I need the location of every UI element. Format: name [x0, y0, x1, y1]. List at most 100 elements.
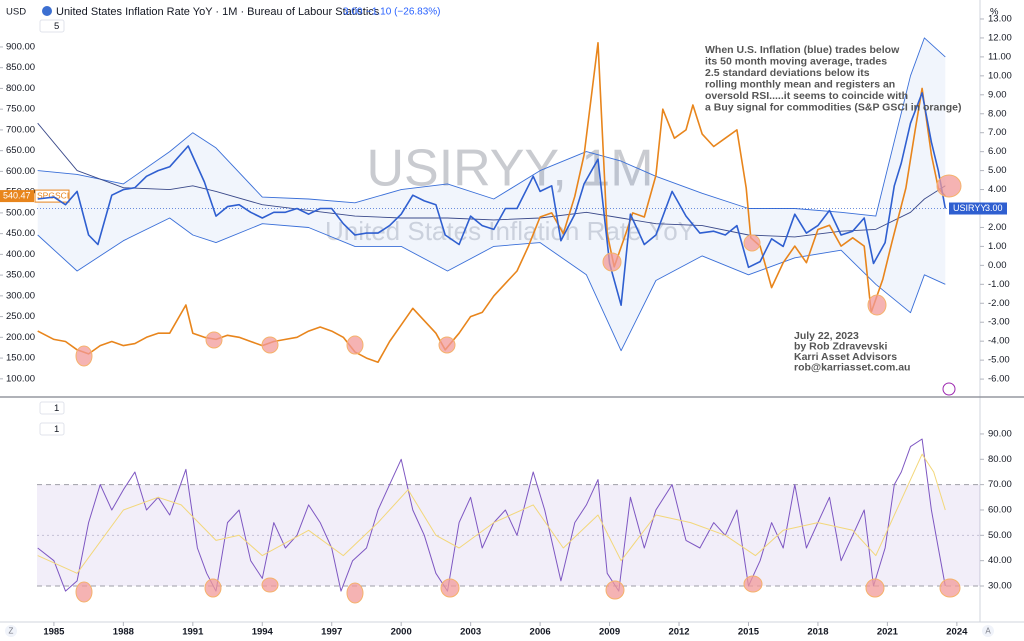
price-label-bg: [0, 190, 34, 203]
y2-tick-label: 10.00: [988, 70, 1012, 81]
y-tick-label: 250.00: [6, 311, 35, 322]
x-tick-label: 2012: [668, 627, 689, 638]
y-tick-label: 900.00: [6, 41, 35, 52]
band-lower: [37, 217, 946, 352]
y-tick-label: 450.00: [6, 228, 35, 239]
y-tick-label: 40.00: [988, 555, 1012, 566]
highlight: [346, 582, 364, 604]
x-tick-label: 1997: [321, 627, 342, 638]
series-name-label: SPGSCI: [37, 190, 69, 200]
annotation-line: rolling monthly mean and registers an: [705, 78, 895, 90]
x-tick-label: 1994: [252, 627, 274, 638]
indicator-box[interactable]: [39, 19, 65, 33]
annotations: When U.S. Inflation (blue) trades belowi…: [705, 44, 962, 374]
highlights: [75, 174, 962, 604]
y-tick-label: 90.00: [988, 428, 1012, 439]
y-tick-label: 300.00: [6, 290, 35, 301]
band-fill: [37, 37, 946, 351]
y2-tick-label: -3.00: [988, 317, 1010, 328]
x-tick-label: 2000: [391, 627, 412, 638]
highlight: [865, 578, 885, 598]
annotation-line: a Buy signal for commodities (S&P GSCI i…: [705, 101, 962, 113]
y2-tick-label: 4.00: [988, 184, 1007, 195]
y-tick-label: 150.00: [6, 353, 35, 364]
price-label: 540.47: [3, 190, 31, 200]
annotation-line: oversold RSI.....it seems to coincide wi…: [705, 90, 908, 102]
chart-title: United States Inflation Rate YoY · 1M · …: [56, 6, 380, 18]
y-tick-label: 200.00: [6, 332, 35, 343]
x-tick-label: 2003: [460, 627, 481, 638]
change: −1.10 (−26.83%): [366, 7, 441, 18]
y2-tick-label: 13.00: [988, 13, 1012, 24]
highlight: [75, 581, 93, 603]
y-tick-label: 750.00: [6, 104, 35, 115]
highlight: [75, 345, 93, 367]
highlight: [936, 174, 962, 198]
x-tick-label: 1988: [113, 627, 134, 638]
price-label: 3.00: [985, 203, 1003, 213]
indicator-box[interactable]: [39, 422, 65, 436]
annotation-line: its 50 month moving average, trades: [705, 55, 887, 67]
highlight: [743, 234, 761, 252]
corner-label: Z: [9, 627, 14, 636]
y-tick-label: 800.00: [6, 83, 35, 94]
indicator-label: 5: [54, 21, 59, 32]
y-tick-label: 80.00: [988, 454, 1012, 465]
note-line: Karri Asset Advisors: [794, 351, 897, 363]
y2-unit: %: [990, 7, 999, 18]
highlight: [743, 575, 763, 593]
y2-tick-label: 2.00: [988, 222, 1007, 233]
x-tick-label: 2018: [807, 627, 828, 638]
indicator-box[interactable]: [39, 401, 65, 415]
x-tick-label: 2015: [738, 627, 760, 638]
series-line: [37, 453, 946, 574]
plot-area: 100.00150.00200.00250.00300.00350.00400.…: [0, 13, 1012, 638]
price-label-bg: [949, 202, 1007, 215]
note-line: by Rob Zdravevski: [794, 340, 887, 352]
y2-tick-label: 0.00: [988, 260, 1007, 271]
band-basis: [37, 122, 946, 238]
note-line: July 22, 2023: [794, 330, 859, 342]
highlight: [605, 580, 625, 600]
y-tick-label: 500.00: [6, 207, 35, 218]
y-tick-label: 100.00: [6, 373, 35, 384]
note-line: rob@karriasset.com.au: [794, 361, 910, 373]
x-tick-label: 1985: [43, 627, 65, 638]
y-tick-label: 650.00: [6, 145, 35, 156]
y2-tick-label: 11.00: [988, 51, 1011, 62]
last-value: 3.00: [343, 7, 363, 18]
y-tick-label: 350.00: [6, 270, 35, 281]
indicator-label: 1: [54, 403, 59, 414]
series-line: [37, 42, 946, 363]
y2-tick-label: -1.00: [988, 279, 1010, 290]
highlight: [204, 578, 222, 598]
y2-tick-label: 1.00: [988, 241, 1007, 252]
y2-tick-label: 8.00: [988, 108, 1007, 119]
highlight: [438, 336, 456, 354]
highlight: [440, 578, 460, 598]
annotation-line: When U.S. Inflation (blue) trades below: [705, 44, 900, 56]
y-tick-label: 60.00: [988, 504, 1012, 515]
y2-tick-label: 6.00: [988, 146, 1007, 157]
band-upper: [37, 37, 946, 217]
highlight: [602, 252, 622, 272]
y-unit: USD: [6, 7, 26, 18]
corner-button[interactable]: [5, 625, 17, 637]
highlight: [205, 331, 223, 349]
flag-icon: [42, 6, 52, 16]
x-tick-label: 2024: [946, 627, 968, 638]
y-tick-label: 70.00: [988, 479, 1012, 490]
y-tick-label: 50.00: [988, 530, 1012, 541]
highlight: [939, 578, 961, 598]
alert-icon[interactable]: [942, 382, 956, 396]
x-tick-label: 2009: [599, 627, 620, 638]
x-tick-label: 2006: [530, 627, 551, 638]
y-tick-label: 600.00: [6, 166, 35, 177]
corner-button[interactable]: [982, 625, 994, 637]
highlight: [346, 335, 364, 355]
y2-tick-label: 12.00: [988, 32, 1012, 43]
y2-tick-label: -5.00: [988, 355, 1010, 366]
y2-tick-label: -2.00: [988, 298, 1010, 309]
highlight: [261, 577, 279, 593]
y2-tick-label: -6.00: [988, 374, 1010, 385]
